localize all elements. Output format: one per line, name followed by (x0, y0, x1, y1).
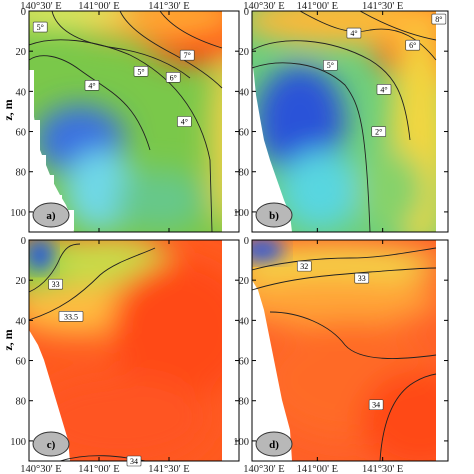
svg-text:6°: 6° (409, 41, 416, 50)
svg-text:34: 34 (372, 401, 380, 410)
contour-label: 7° (179, 49, 195, 61)
contour-label: 34 (126, 455, 142, 467)
x-tick-label: 141°30' E (148, 464, 189, 474)
svg-text:8°: 8° (435, 15, 442, 24)
contour-label: 33 (354, 272, 370, 284)
y-tick-label: 0 (21, 7, 26, 18)
svg-text:b): b) (269, 210, 279, 222)
svg-text:6°: 6° (170, 73, 177, 82)
svg-text:2°: 2° (375, 128, 382, 137)
y-tick-label: 40 (16, 316, 27, 327)
contour-label: 33 (48, 278, 63, 290)
contour-label: 6° (405, 39, 421, 51)
y-tick-label: 100 (233, 437, 249, 448)
contour-label: 4° (177, 116, 192, 127)
y-tick-label: 20 (16, 276, 27, 287)
y-axis-label: z, m (1, 99, 15, 120)
contour-label: 5° (133, 65, 149, 77)
y-tick-label: 60 (16, 357, 27, 368)
contour-label: 6° (165, 72, 181, 83)
svg-text:4°: 4° (88, 81, 95, 90)
contour-labels: 5° 7° 6° 5° 4° 4° 8° 6° 4° 5° 4° 2° 33 33.5 34 32 33 34 (32, 13, 447, 467)
svg-text:d): d) (269, 439, 279, 451)
y-axis-label: z, m (1, 329, 15, 350)
panel-label: c) (32, 431, 70, 457)
svg-text:4°: 4° (350, 29, 357, 38)
svg-text:33: 33 (52, 280, 60, 289)
x-tick-label: 140°30' E (243, 464, 284, 474)
svg-text:33: 33 (358, 274, 366, 283)
y-tick-label: 80 (239, 168, 250, 179)
x-tick-label: 141°00' E (78, 464, 119, 474)
x-tick-label: 141°00' E (78, 1, 119, 12)
y-tick-label: 40 (239, 87, 250, 98)
contour-label: 34 (368, 399, 384, 411)
y-tick-label: 80 (16, 397, 27, 408)
svg-text:c): c) (47, 439, 56, 451)
svg-text:5°: 5° (327, 61, 334, 70)
contour-label: 4° (376, 84, 392, 95)
contour-label: 32 (296, 260, 312, 272)
panel-d (251, 239, 449, 462)
y-tick-label: 60 (239, 128, 250, 139)
contour-label: 4° (346, 27, 362, 39)
svg-text:7°: 7° (184, 51, 191, 60)
y-tick-label: 40 (239, 316, 250, 327)
y-tick-label: 20 (239, 276, 250, 287)
axis-ticks: 140°30' E 141°00' E 141°30' E 0 20 40 60 80 100 1… (10, 1, 448, 474)
y-tick-label: 0 (244, 236, 249, 247)
y-tick-label: 80 (16, 168, 27, 179)
y-tick-label: 20 (16, 47, 27, 58)
panel-labels: a) b) c) d) (32, 202, 293, 457)
contour-label: 5° (32, 21, 48, 33)
x-tick-label: 141°00' E (297, 464, 338, 474)
contour-label: 5° (323, 59, 338, 71)
x-tick-label: 141°00' E (297, 1, 338, 12)
svg-text:4°: 4° (181, 118, 188, 127)
x-tick-label: 140°30' E (20, 464, 61, 474)
panel-label: b) (255, 202, 293, 228)
y-tick-label: 0 (21, 236, 26, 247)
x-tick-label: 141°30' E (362, 1, 403, 12)
svg-text:33.5: 33.5 (64, 312, 78, 321)
svg-text:4°: 4° (380, 85, 387, 94)
y-tick-label: 100 (233, 208, 249, 219)
contour-label: 8° (431, 13, 447, 25)
panel-label: d) (255, 431, 293, 457)
x-tick-label: 140°30' E (20, 1, 61, 12)
panel-a (28, 10, 240, 233)
y-tick-label: 80 (239, 397, 250, 408)
panel-label: a) (32, 202, 70, 228)
y-tick-label: 60 (239, 357, 250, 368)
svg-text:32: 32 (300, 262, 308, 271)
y-tick-label: 100 (10, 437, 26, 448)
y-tick-label: 60 (16, 128, 27, 139)
x-tick-label: 140°30' E (243, 1, 284, 12)
x-tick-label: 141°30' E (148, 1, 189, 12)
contour-label: 4° (84, 80, 100, 91)
y-tick-label: 20 (239, 47, 250, 58)
svg-text:34: 34 (130, 457, 138, 466)
svg-text:5°: 5° (37, 23, 44, 32)
x-tick-label: 141°30' E (362, 464, 403, 474)
y-tick-label: 0 (244, 7, 249, 18)
y-tick-label: 100 (10, 208, 26, 219)
y-tick-label: 40 (16, 87, 27, 98)
panel-c (28, 239, 240, 462)
svg-text:5°: 5° (137, 67, 144, 76)
contour-label: 33.5 (58, 311, 84, 322)
contour-label: 2° (371, 126, 387, 137)
svg-text:a): a) (46, 210, 56, 222)
